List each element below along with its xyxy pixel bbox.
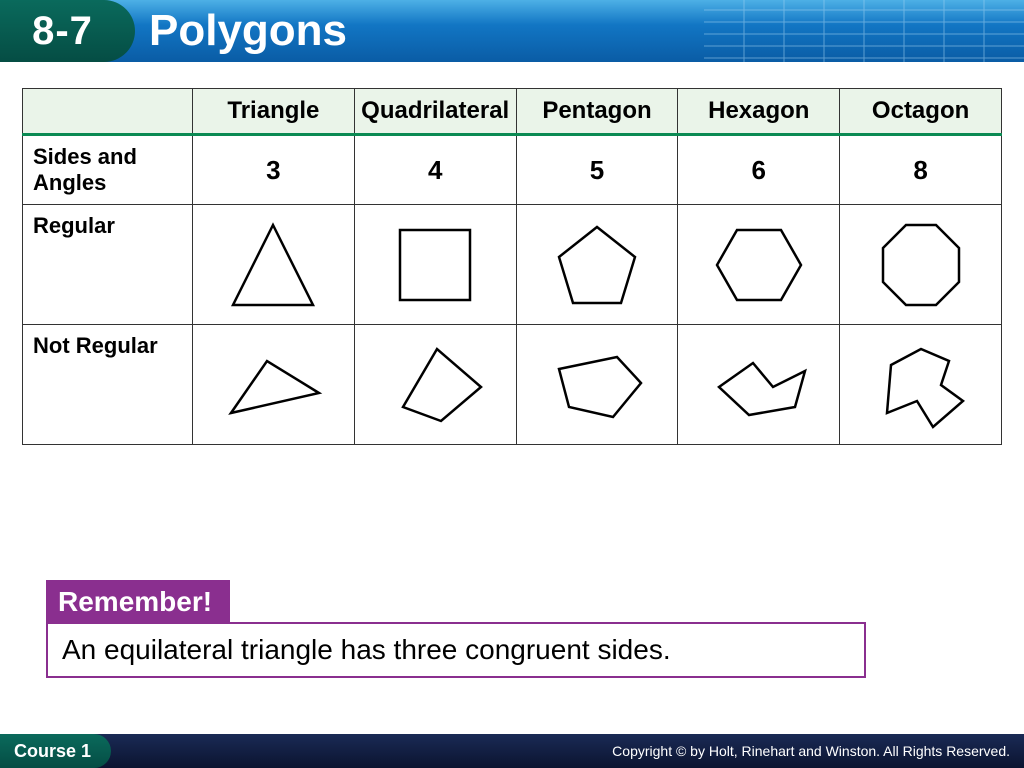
sides-value: 6 xyxy=(678,135,840,205)
course-badge: Course 1 xyxy=(0,734,111,768)
sides-value: 3 xyxy=(193,135,355,205)
sides-value: 5 xyxy=(516,135,678,205)
table-header-row: Triangle Quadrilateral Pentagon Hexagon … xyxy=(23,89,1002,135)
row-label: Not Regular xyxy=(23,325,193,445)
row-label: Sides and Angles xyxy=(23,135,193,205)
col-header: Octagon xyxy=(840,89,1002,135)
section-number-badge: 8-7 xyxy=(0,0,135,62)
shape-regular-octagon xyxy=(840,205,1002,325)
row-label: Regular xyxy=(23,205,193,325)
shape-irregular-triangle xyxy=(193,325,355,445)
header-grid-decoration xyxy=(704,0,1024,62)
shape-irregular-quadrilateral xyxy=(354,325,516,445)
col-header: Pentagon xyxy=(516,89,678,135)
row-regular: Regular xyxy=(23,205,1002,325)
shape-regular-pentagon xyxy=(516,205,678,325)
course-label: Course 1 xyxy=(14,741,91,762)
sides-value: 8 xyxy=(840,135,1002,205)
col-header: Triangle xyxy=(193,89,355,135)
remember-text: An equilateral triangle has three congru… xyxy=(46,622,866,678)
remember-callout: Remember! An equilateral triangle has th… xyxy=(46,580,866,678)
row-sides-angles: Sides and Angles 3 4 5 6 8 xyxy=(23,135,1002,205)
remember-label: Remember! xyxy=(46,580,230,624)
shape-regular-triangle xyxy=(193,205,355,325)
sides-value: 4 xyxy=(354,135,516,205)
slide-title: Polygons xyxy=(149,6,347,56)
shape-regular-quadrilateral xyxy=(354,205,516,325)
shape-irregular-hexagon xyxy=(678,325,840,445)
copyright-text: Copyright © by Holt, Rinehart and Winsto… xyxy=(612,743,1010,759)
shape-regular-hexagon xyxy=(678,205,840,325)
table-corner-cell xyxy=(23,89,193,135)
col-header: Hexagon xyxy=(678,89,840,135)
polygon-table-container: Triangle Quadrilateral Pentagon Hexagon … xyxy=(22,88,1002,445)
shape-irregular-octagon xyxy=(840,325,1002,445)
section-number: 8-7 xyxy=(32,9,93,54)
slide-header: 8-7 Polygons xyxy=(0,0,1024,62)
polygon-table: Triangle Quadrilateral Pentagon Hexagon … xyxy=(22,88,1002,445)
col-header: Quadrilateral xyxy=(354,89,516,135)
slide-footer: Course 1 Copyright © by Holt, Rinehart a… xyxy=(0,734,1024,768)
row-not-regular: Not Regular xyxy=(23,325,1002,445)
shape-irregular-pentagon xyxy=(516,325,678,445)
